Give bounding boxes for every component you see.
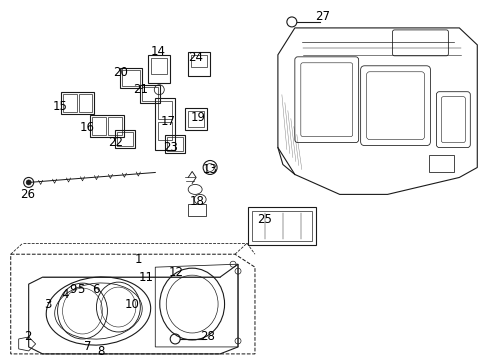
Bar [188,111,203,127]
Text: 4: 4 [61,288,69,301]
Text: 13: 13 [202,163,217,176]
Text: 14: 14 [150,45,165,58]
Text: 27: 27 [315,10,329,23]
Bar [115,130,135,148]
Bar [158,101,172,119]
Bar [155,98,175,149]
Text: 8: 8 [97,345,104,359]
Bar [79,94,92,112]
Bar [140,85,160,103]
Text: 20: 20 [113,66,127,79]
Bar [92,117,106,135]
Bar [167,136,183,150]
Text: 6: 6 [92,283,99,296]
Bar [148,55,170,83]
Text: 23: 23 [163,141,177,154]
Text: 3: 3 [44,298,51,311]
Bar [165,135,185,153]
Bar [151,58,167,74]
Text: 18: 18 [189,195,204,208]
Bar [428,154,453,172]
Text: 19: 19 [190,111,205,124]
Bar [108,117,122,135]
Text: 2: 2 [24,330,31,343]
Circle shape [26,180,31,185]
Text: 1: 1 [134,253,142,266]
Bar [142,87,158,101]
Text: 9: 9 [69,283,76,296]
Text: 11: 11 [139,271,154,284]
Bar [120,68,142,88]
Text: 25: 25 [257,213,272,226]
Text: 28: 28 [199,330,214,343]
Text: 17: 17 [161,115,175,128]
Text: 5: 5 [77,283,84,296]
Bar [90,114,124,136]
Bar [122,70,140,86]
Text: 7: 7 [83,341,91,354]
Bar [251,211,311,241]
Bar [191,55,207,67]
Text: 10: 10 [124,298,140,311]
Bar [188,204,206,216]
Text: 16: 16 [80,121,95,134]
Bar [158,122,172,140]
Bar [62,94,76,112]
Text: 22: 22 [108,136,122,149]
Bar [185,108,207,130]
Text: 24: 24 [187,51,202,64]
Bar [61,92,94,114]
Text: 15: 15 [53,100,68,113]
Text: 21: 21 [133,83,147,96]
Text: 12: 12 [168,266,183,279]
Bar [117,132,133,145]
Bar [188,52,210,76]
Bar [247,207,315,245]
Text: 26: 26 [20,188,35,201]
